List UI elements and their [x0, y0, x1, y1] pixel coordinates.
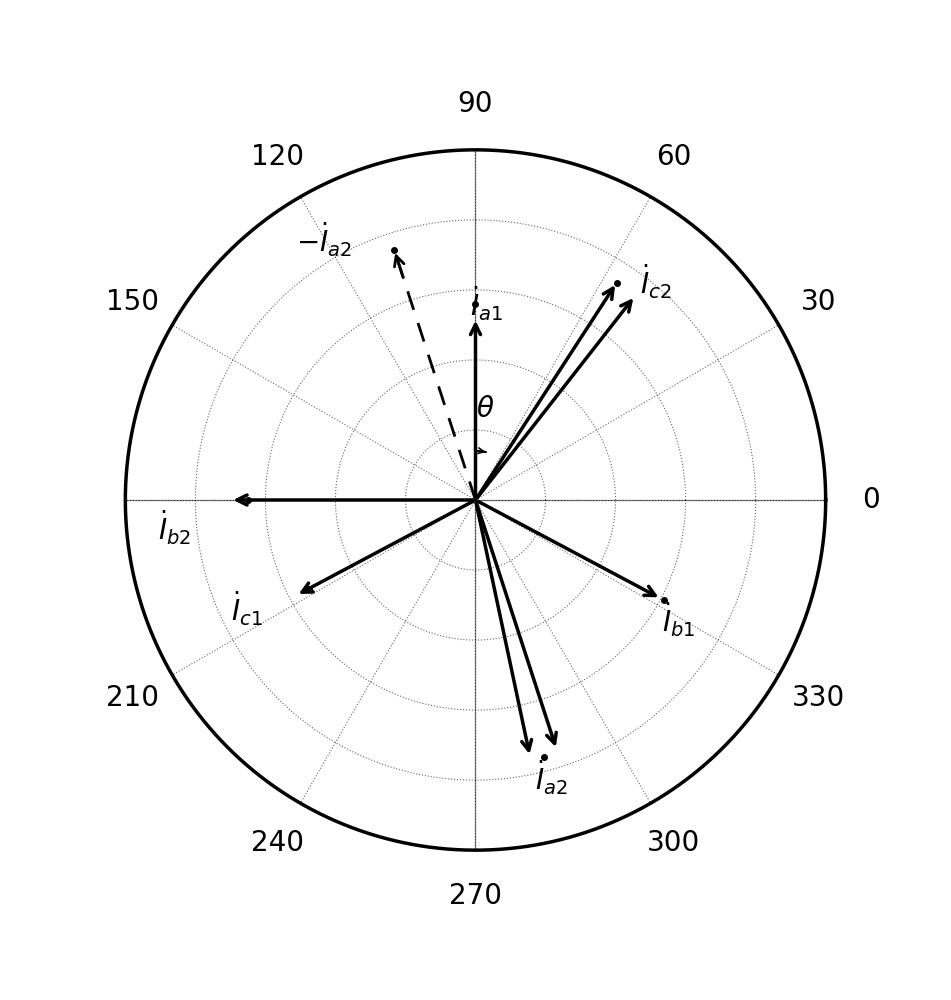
Text: 120: 120 — [251, 143, 304, 171]
Text: $-\dot{I}_{a2}$: $-\dot{I}_{a2}$ — [297, 221, 352, 259]
Text: 90: 90 — [457, 90, 494, 118]
Text: $\dot{I}_{a1}$: $\dot{I}_{a1}$ — [470, 285, 502, 323]
Text: $\dot{I}_{b1}$: $\dot{I}_{b1}$ — [662, 601, 695, 639]
Text: $\dot{I}_{b2}$: $\dot{I}_{b2}$ — [158, 509, 191, 547]
Text: $\dot{I}_{a2}$: $\dot{I}_{a2}$ — [534, 759, 568, 797]
Text: 240: 240 — [251, 829, 304, 857]
Text: 270: 270 — [449, 882, 502, 910]
Text: 330: 330 — [791, 684, 844, 712]
Text: 300: 300 — [647, 829, 700, 857]
Text: 60: 60 — [655, 143, 691, 171]
Text: 30: 30 — [801, 288, 836, 316]
Text: $\dot{I}_{c2}$: $\dot{I}_{c2}$ — [640, 263, 671, 301]
Text: $\theta$: $\theta$ — [476, 395, 495, 423]
Text: 210: 210 — [107, 684, 160, 712]
Text: 0: 0 — [863, 486, 880, 514]
Text: 150: 150 — [107, 288, 160, 316]
Text: $\dot{I}_{c1}$: $\dot{I}_{c1}$ — [231, 590, 263, 628]
